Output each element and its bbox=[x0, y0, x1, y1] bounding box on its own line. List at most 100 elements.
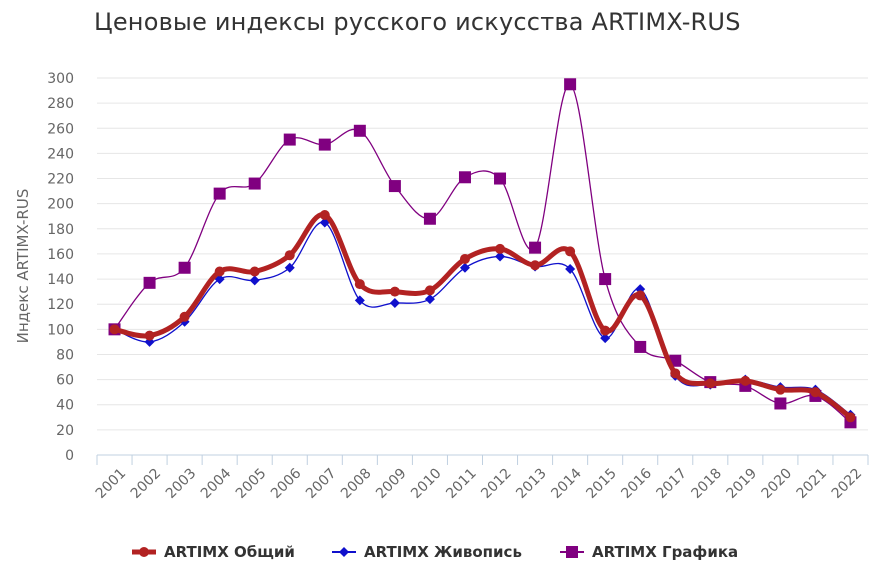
y-tick-label: 160 bbox=[47, 247, 74, 263]
x-tick-label: 2022 bbox=[829, 465, 866, 502]
x-tick-label: 2012 bbox=[478, 465, 515, 502]
x-tick-label: 2013 bbox=[513, 465, 550, 502]
y-tick-label: 80 bbox=[56, 347, 74, 363]
x-tick-label: 2008 bbox=[338, 465, 375, 502]
x-tick-label: 2011 bbox=[443, 465, 480, 502]
y-tick-label: 220 bbox=[47, 172, 74, 188]
x-axis: 2001200220032004200520062007200820092010… bbox=[93, 454, 869, 502]
data-point-circle bbox=[600, 325, 611, 336]
data-point-diamond bbox=[424, 294, 435, 305]
data-point-circle bbox=[459, 253, 470, 264]
data-point-diamond bbox=[565, 264, 576, 275]
data-point-circle bbox=[109, 324, 120, 335]
data-point-circle bbox=[810, 387, 821, 398]
x-tick-label: 2015 bbox=[583, 465, 620, 502]
y-tick-label: 140 bbox=[47, 272, 74, 288]
chart-title: Ценовые индексы русского искусства ARTIM… bbox=[94, 8, 741, 36]
y-tick-label: 20 bbox=[56, 423, 74, 439]
legend: ARTIMX Общий ARTIMX Живопись ARTIMX График… bbox=[132, 543, 738, 561]
x-tick-label: 2001 bbox=[93, 465, 130, 502]
x-tick-label: 2004 bbox=[198, 465, 235, 502]
data-point-circle bbox=[635, 290, 646, 301]
y-tick-label: 100 bbox=[47, 322, 74, 338]
data-point-circle bbox=[319, 209, 330, 220]
data-point-circle bbox=[389, 286, 400, 297]
data-point-diamond bbox=[284, 262, 295, 273]
grid-lines bbox=[97, 77, 868, 431]
series-line bbox=[112, 212, 853, 420]
legend-item[interactable]: ARTIMX Живопись bbox=[332, 543, 522, 561]
legend-item[interactable]: ARTIMX Графика bbox=[560, 543, 738, 561]
data-point-square bbox=[529, 241, 542, 254]
data-point-circle bbox=[495, 243, 506, 254]
legend-label: ARTIMX Общий bbox=[164, 543, 295, 561]
legend-marker-circle bbox=[139, 547, 149, 557]
y-tick-label: 280 bbox=[47, 96, 74, 112]
x-tick-label: 2016 bbox=[618, 465, 655, 502]
data-point-square bbox=[178, 261, 191, 274]
data-point-square bbox=[564, 78, 577, 91]
data-point-circle bbox=[775, 384, 786, 395]
data-point-square bbox=[458, 171, 471, 184]
data-point-square bbox=[388, 180, 401, 193]
data-point-diamond bbox=[389, 297, 400, 308]
data-point-circle bbox=[845, 412, 856, 423]
x-tick-label: 2009 bbox=[373, 465, 410, 502]
x-tick-label: 2006 bbox=[268, 465, 305, 502]
x-tick-label: 2002 bbox=[128, 465, 165, 502]
y-axis-label: Индекс ARTIMX-RUS bbox=[14, 189, 32, 344]
data-point-circle bbox=[530, 260, 541, 271]
x-tick-label: 2021 bbox=[794, 465, 831, 502]
data-point-circle bbox=[424, 285, 435, 296]
data-point-circle bbox=[179, 311, 190, 322]
y-tick-label: 180 bbox=[47, 222, 74, 238]
x-tick-label: 2003 bbox=[163, 465, 200, 502]
y-tick-label: 300 bbox=[47, 71, 74, 87]
data-point-square bbox=[423, 212, 436, 225]
data-point-circle bbox=[705, 378, 716, 389]
data-point-square bbox=[774, 397, 787, 410]
data-point-circle bbox=[565, 246, 576, 257]
data-point-square bbox=[318, 138, 331, 151]
data-point-square bbox=[494, 172, 507, 185]
data-point-square bbox=[248, 177, 261, 190]
legend-marker-square bbox=[566, 546, 578, 558]
y-axis-ticks: 0 20 40 60 80 100 120 140 160 180 200 220 240 260 280 3… bbox=[47, 71, 74, 464]
y-tick-label: 60 bbox=[56, 373, 74, 389]
y-tick-label: 260 bbox=[47, 121, 74, 137]
data-point-diamond bbox=[600, 333, 611, 344]
data-point-circle bbox=[144, 330, 155, 341]
y-tick-label: 0 bbox=[65, 448, 74, 464]
x-tick-label: 2018 bbox=[689, 465, 726, 502]
data-point-circle bbox=[284, 250, 295, 261]
data-point-square bbox=[213, 187, 226, 200]
data-point-square bbox=[143, 276, 156, 289]
data-point-circle bbox=[354, 279, 365, 290]
y-tick-label: 120 bbox=[47, 297, 74, 313]
series-1 bbox=[109, 209, 856, 423]
data-point-diamond bbox=[495, 251, 506, 262]
x-tick-label: 2007 bbox=[303, 465, 340, 502]
data-point-diamond bbox=[354, 295, 365, 306]
y-tick-label: 240 bbox=[47, 146, 74, 162]
series-layer bbox=[108, 78, 857, 429]
y-tick-label: 200 bbox=[47, 197, 74, 213]
legend-marker-diamond bbox=[339, 547, 349, 557]
data-point-square bbox=[283, 133, 296, 146]
legend-item[interactable]: ARTIMX Общий bbox=[132, 543, 295, 561]
x-tick-label: 2020 bbox=[759, 465, 796, 502]
x-tick-label: 2010 bbox=[408, 465, 445, 502]
data-point-circle bbox=[214, 266, 225, 277]
x-tick-label: 2017 bbox=[653, 465, 690, 502]
data-point-square bbox=[599, 273, 612, 286]
data-point-circle bbox=[740, 375, 751, 386]
data-point-square bbox=[634, 340, 647, 353]
x-tick-label: 2014 bbox=[548, 465, 585, 502]
data-point-circle bbox=[249, 266, 260, 277]
data-point-circle bbox=[670, 368, 681, 379]
x-tick-label: 2019 bbox=[724, 465, 761, 502]
legend-label: ARTIMX Графика bbox=[592, 543, 738, 561]
x-tick-label: 2005 bbox=[233, 465, 270, 502]
data-point-square bbox=[353, 124, 366, 137]
